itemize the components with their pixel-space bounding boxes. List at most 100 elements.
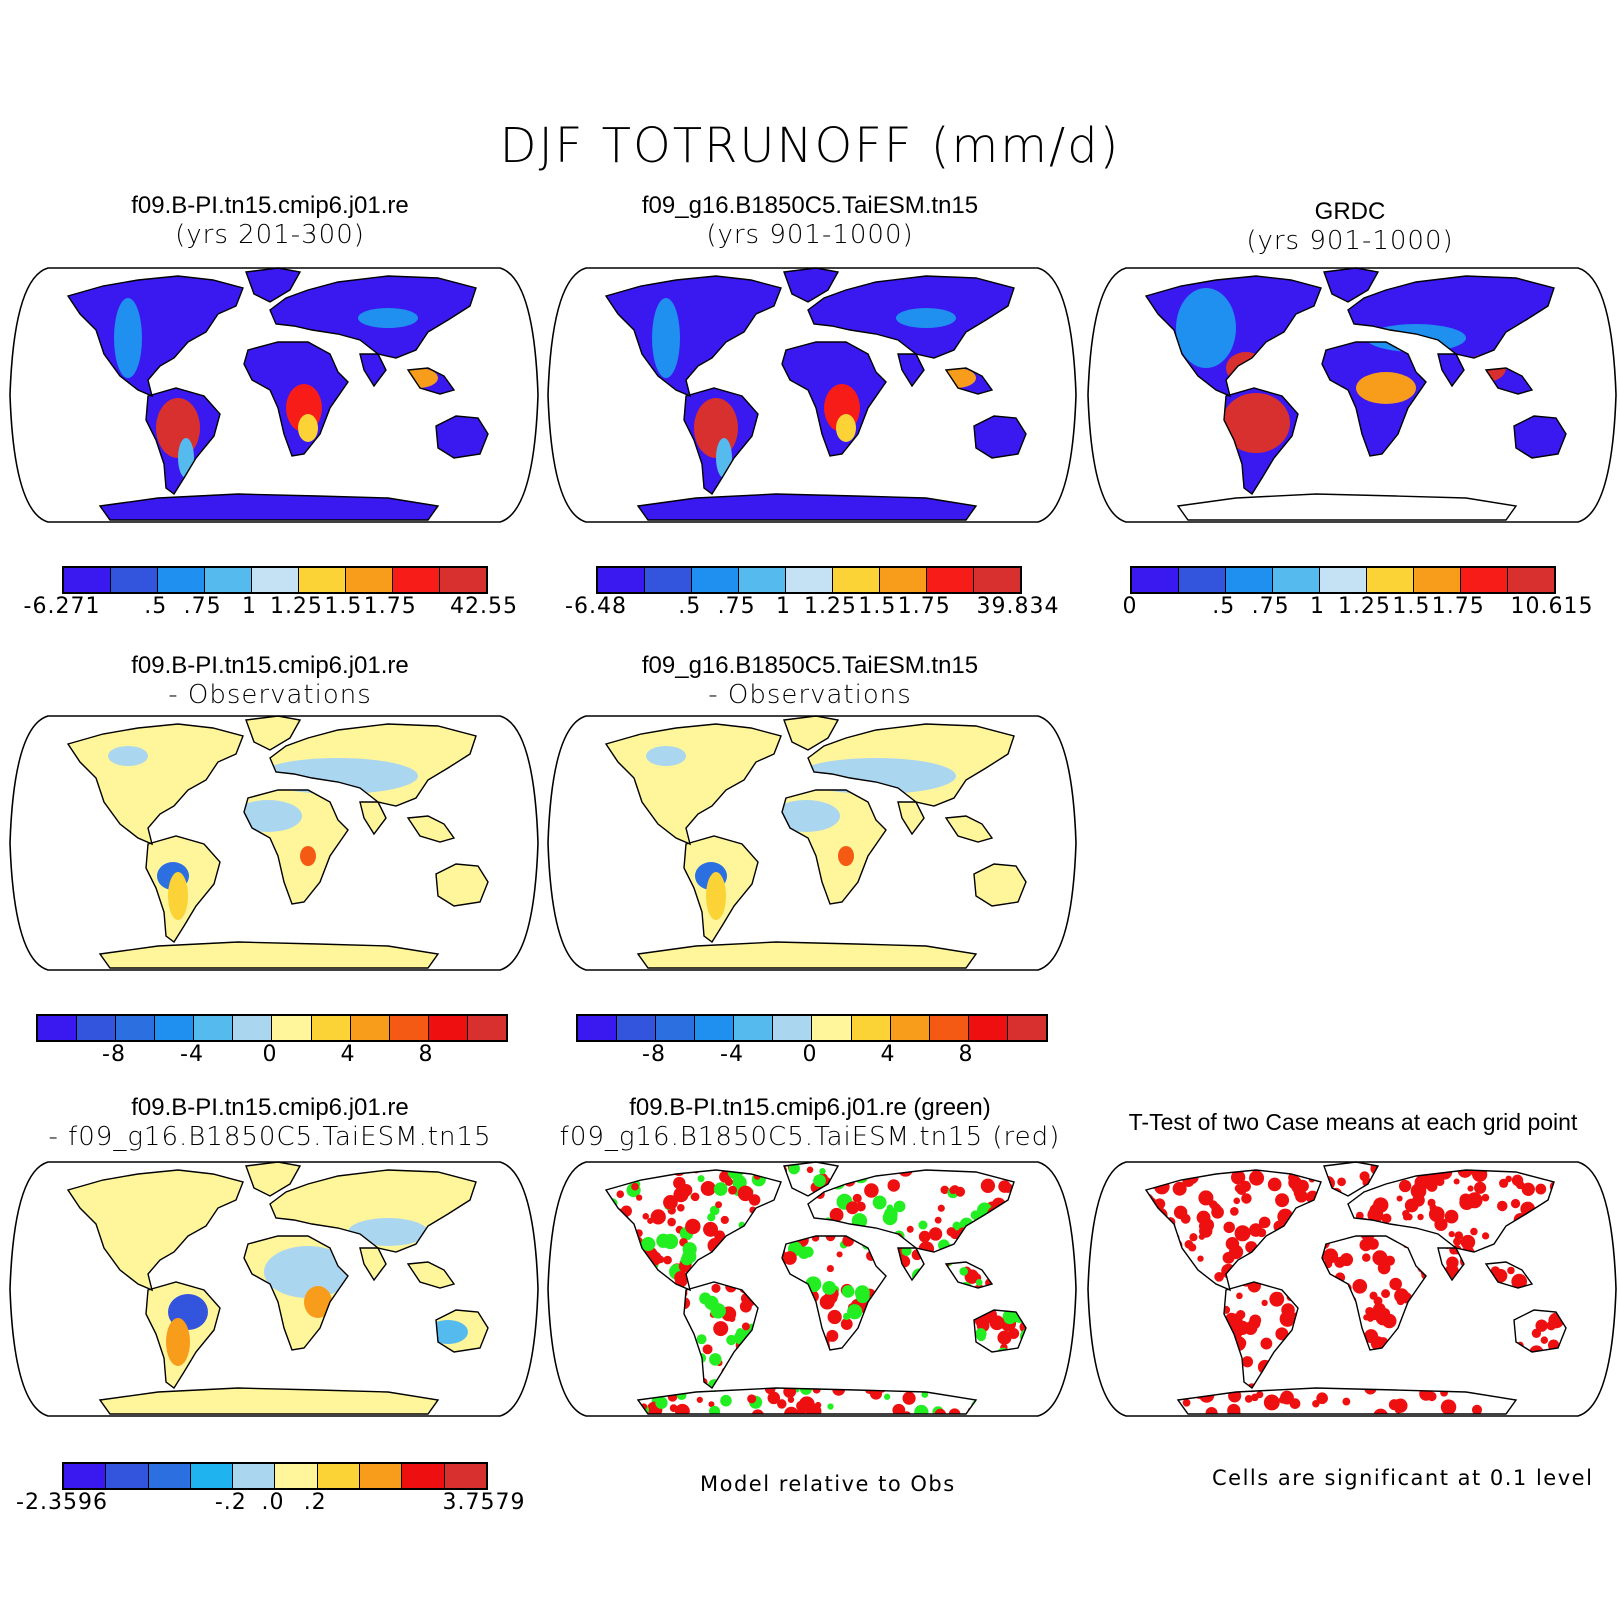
panel-title: f09.B-PI.tn15.cmip6.j01.re xyxy=(131,192,409,219)
colorbar-tick-label: .75 xyxy=(1251,594,1290,619)
map-frame xyxy=(1087,267,1617,523)
panel-title: f09.B-PI.tn15.cmip6.j01.re (green) xyxy=(629,1094,991,1121)
data-patch xyxy=(646,746,686,766)
colorbar-swatch xyxy=(389,1016,429,1040)
map-model-relative-obs xyxy=(547,1161,1077,1417)
data-patch xyxy=(156,398,200,458)
coastline-na xyxy=(1144,1169,1322,1292)
coastline-eu xyxy=(807,275,1015,359)
colorbar-swatch xyxy=(1367,568,1414,592)
landmass-gr xyxy=(246,1162,300,1196)
colorbar-tick-label: 1.25 xyxy=(269,594,323,619)
data-patch xyxy=(298,414,318,442)
colorbar-tick-label: 1.75 xyxy=(897,594,951,619)
colorbar-tick-label: 4 xyxy=(340,1042,356,1067)
colorbar-swatch xyxy=(38,1016,78,1040)
panel-subtitle: (yrs 201-300) xyxy=(175,220,365,250)
colorbar-swatch xyxy=(77,1016,117,1040)
coastline-au xyxy=(435,415,489,459)
map-model1-minus-obs xyxy=(9,715,539,971)
coastline-na xyxy=(604,723,782,846)
map-frame xyxy=(1087,1161,1617,1417)
coastline-sea xyxy=(1484,367,1534,395)
colorbar-tick-label: 8 xyxy=(418,1042,434,1067)
panel-subtitle: f09_g16.B1850C5.TaiESM.tn15 (red) xyxy=(559,1122,1061,1152)
data-patch xyxy=(838,846,854,866)
panel-title: T-Test of two Case means at each grid po… xyxy=(1128,1109,1578,1135)
data-patch xyxy=(166,1318,190,1366)
landmass-au xyxy=(974,416,1026,458)
page-title: DJF TOTRUNOFF (mm/d) xyxy=(499,118,1121,174)
landmass-an xyxy=(638,494,976,520)
colorbar-swatch xyxy=(116,1016,156,1040)
colorbar-tick-label: 1 xyxy=(242,594,258,619)
map-frame xyxy=(9,1161,539,1417)
colorbar-swatch xyxy=(106,1464,149,1488)
colorbar-tick-label: 1.5 xyxy=(324,594,363,619)
colorbar-swatch xyxy=(880,568,927,592)
coastline-eu xyxy=(1347,1169,1555,1253)
data-patch xyxy=(836,414,856,442)
colorbar-swatch xyxy=(317,1464,361,1488)
landmass-au xyxy=(974,864,1026,906)
panel-model-relative-obs: f09.B-PI.tn15.cmip6.j01.re (green) f09_g… xyxy=(530,1094,1090,1152)
data-patch xyxy=(348,1218,428,1246)
data-patch xyxy=(694,398,738,458)
panel-model1-minus-obs: f09.B-PI.tn15.cmip6.j01.re - Observation… xyxy=(0,652,540,710)
colorbar-swatch xyxy=(444,1464,486,1488)
colorbar-tick-label: .75 xyxy=(717,594,756,619)
data-patch xyxy=(178,438,194,478)
coastline-eu xyxy=(269,1169,477,1253)
colorbar-swatch xyxy=(275,1464,318,1488)
coastline-sea xyxy=(944,367,994,395)
colorbar-swatch xyxy=(350,1016,390,1040)
coastline-af xyxy=(243,789,349,905)
coastline-af xyxy=(243,1235,349,1351)
panel-title: f09.B-PI.tn15.cmip6.j01.re xyxy=(131,1094,409,1121)
landmass-gr xyxy=(784,716,838,750)
colorbar-swatch xyxy=(346,568,393,592)
panel-subtitle: - Observations xyxy=(708,680,912,710)
coastline-sa xyxy=(683,1281,759,1390)
landmass-na xyxy=(68,276,243,396)
landmass-na xyxy=(68,724,243,844)
data-patch xyxy=(300,846,316,866)
colorbar-swatch xyxy=(645,568,692,592)
colorbar-tick-label: 1.25 xyxy=(803,594,857,619)
colorbar-swatch xyxy=(773,1016,813,1040)
colorbar-swatch xyxy=(155,1016,195,1040)
colorbar-swatch xyxy=(393,568,440,592)
colorbar-tick-label: 42.55 xyxy=(450,594,518,619)
landmass-an xyxy=(100,494,438,520)
data-patch xyxy=(772,800,840,832)
colorbar-swatch xyxy=(440,568,486,592)
coastline-sa xyxy=(1223,387,1299,496)
landmass-na xyxy=(606,724,781,844)
colorbar-swatch xyxy=(272,1016,312,1040)
data-patch xyxy=(1176,288,1236,368)
colorbar-swatch xyxy=(927,568,974,592)
landmass-au xyxy=(1514,416,1566,458)
data-patch xyxy=(428,1320,468,1344)
colorbar-tick-label: -6.271 xyxy=(23,594,101,619)
colorbar-swatch xyxy=(617,1016,657,1040)
colorbar-swatch xyxy=(360,1464,403,1488)
colorbar xyxy=(1130,566,1556,594)
data-patch xyxy=(234,800,302,832)
panel-title: f09.B-PI.tn15.cmip6.j01.re xyxy=(131,652,409,679)
colorbar-swatch xyxy=(692,568,739,592)
panel-obs-mean: GRDC (yrs 901-1000) xyxy=(1080,198,1620,256)
landmass-au xyxy=(436,864,488,906)
coastline-sa xyxy=(683,835,759,944)
colorbar-swatch xyxy=(402,1464,445,1488)
panel-title: f09_g16.B1850C5.TaiESM.tn15 xyxy=(641,652,979,679)
colorbar-tick-label: -4 xyxy=(720,1042,744,1067)
map-ttest xyxy=(1087,1161,1617,1417)
colorbar-tick-label: -4 xyxy=(180,1042,204,1067)
colorbar-swatch xyxy=(252,568,299,592)
colorbar-swatch xyxy=(158,568,205,592)
colorbar xyxy=(576,1014,1048,1042)
colorbar-swatch xyxy=(299,568,346,592)
colorbar-tick-label: 1.25 xyxy=(1337,594,1391,619)
colorbar-tick-label: .2 xyxy=(303,1490,327,1515)
